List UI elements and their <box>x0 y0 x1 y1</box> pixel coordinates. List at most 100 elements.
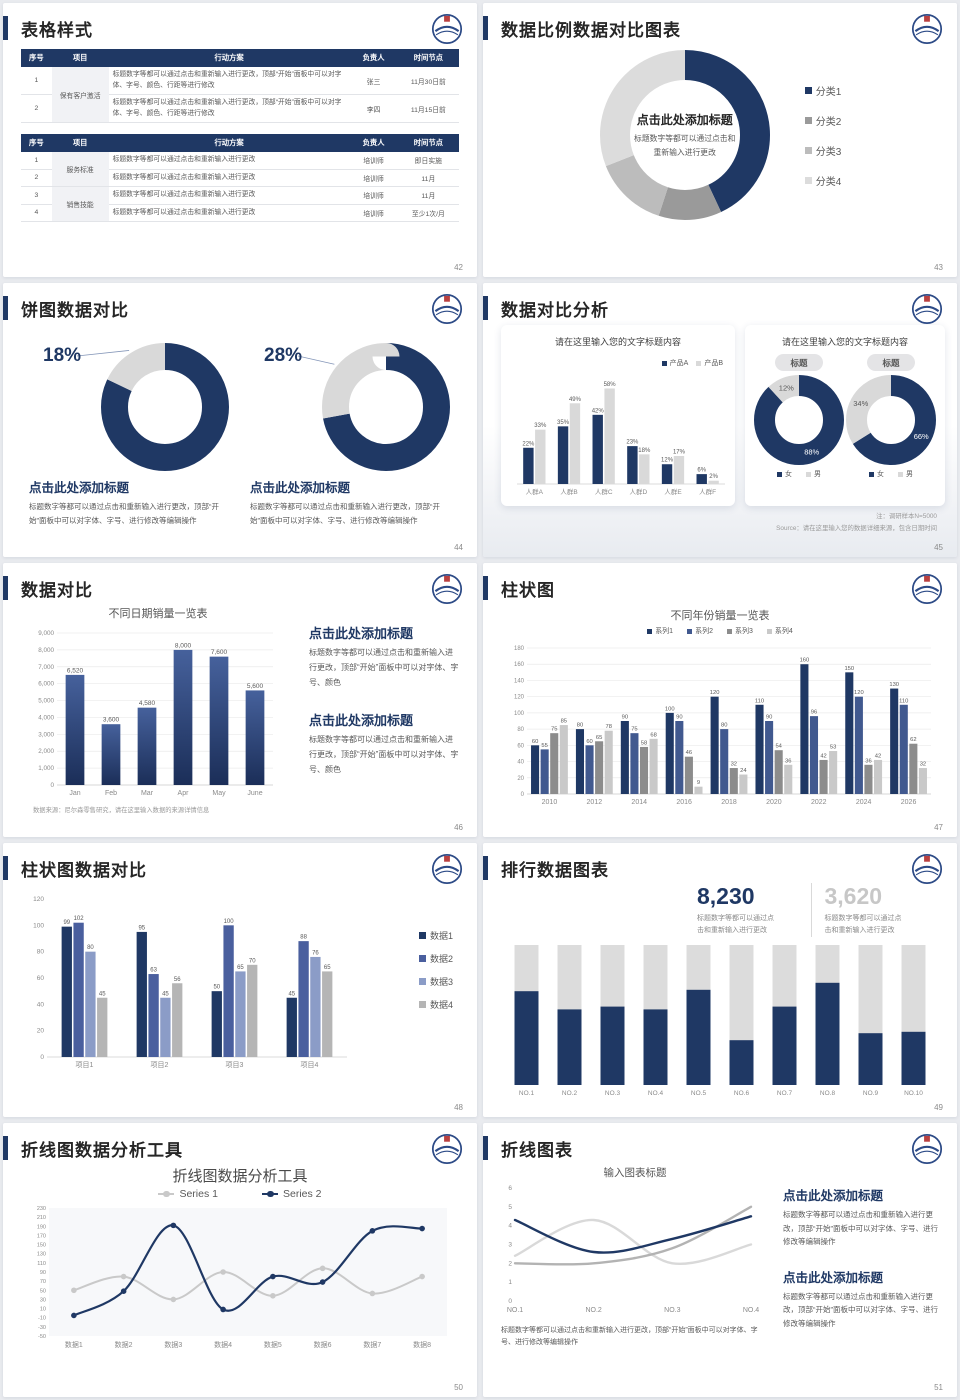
block-heading: 点击此处添加标题 <box>309 626 414 641</box>
svg-text:数据2: 数据2 <box>115 1340 133 1349</box>
svg-text:60: 60 <box>586 739 592 745</box>
svg-text:96: 96 <box>811 710 817 716</box>
org-logo <box>431 13 463 50</box>
svg-text:66%: 66% <box>914 432 929 441</box>
svg-text:数据5: 数据5 <box>264 1340 282 1349</box>
svg-text:75: 75 <box>551 727 557 733</box>
svg-text:33%: 33% <box>534 423 547 429</box>
svg-text:45: 45 <box>99 991 106 997</box>
svg-text:76: 76 <box>312 950 319 956</box>
grouped-bar-chart: 0 20 40 60 80 100 120 99 95 50 45 102 63 100 88 80 45 65 7… <box>21 885 353 1075</box>
chart-title: 不同日期销量一览表 <box>108 608 208 620</box>
slide-48[interactable]: 柱状图数据对比 0 20 40 60 80 100 120 99 95 50 45 102 63 100 8… <box>3 843 477 1117</box>
org-logo <box>911 853 943 890</box>
legend-swatch <box>418 955 426 962</box>
legend-label: 分类4 <box>815 176 842 188</box>
legend-swatch <box>766 628 772 634</box>
svg-text:80: 80 <box>577 723 583 729</box>
text-block: 点击此处添加标题 标题数字等都可以通过点击和重新输入进行更改，顶部“开始”面板中… <box>309 623 459 690</box>
svg-text:18%: 18% <box>638 448 651 454</box>
legend-label: 分类3 <box>815 146 842 158</box>
slide-49[interactable]: 排行数据图表 8,230 标题数字等都可以通过点 击和重新输入进行更改 3,62… <box>483 843 957 1117</box>
svg-text:62: 62 <box>910 737 916 743</box>
page-number: 49 <box>934 1103 943 1112</box>
data-source-note: 数据来源：尼尔森零售研究，请在这里输入数据的来源详情信息 <box>33 807 210 814</box>
legend-item: Series 1 <box>158 1188 218 1200</box>
legend-swatch <box>777 471 782 477</box>
slide-47[interactable]: 柱状图 不同年份销量一览表 系列1 系列2 系列3 系列4 0 20 40 60 80 100 1… <box>483 563 957 837</box>
page-number: 47 <box>934 823 943 832</box>
legend-label: 男 <box>814 471 821 478</box>
svg-text:210: 210 <box>37 1215 46 1221</box>
svg-text:99: 99 <box>63 920 70 926</box>
legend-label: 女 <box>785 471 792 478</box>
svg-text:17%: 17% <box>673 450 686 456</box>
slide-46[interactable]: 数据对比 不同日期销量一览表 0 1,000 2,000 3,000 4,000 5,00… <box>3 563 477 837</box>
svg-text:100: 100 <box>665 706 675 712</box>
svg-text:80: 80 <box>37 949 45 956</box>
block-body: 标题数字等都可以通过点击和重新输入进行更改，顶部“开始”面板中可以对字体、字号、… <box>309 735 459 774</box>
svg-text:100: 100 <box>224 919 235 925</box>
legend-label: 产品B <box>704 360 723 367</box>
svg-text:1,000: 1,000 <box>38 765 54 772</box>
block-body: 标题数字等都可以通过点击和重新输入进行更改，顶部“开始”面板中可以对字体、字号、… <box>783 1291 938 1328</box>
legend-item: 分类3 <box>804 143 842 158</box>
table-row: 3 销售技能 标题数字等都可以通过点击和重新输入进行更改 培训师 11月 <box>21 186 459 223</box>
svg-text:60: 60 <box>37 975 45 982</box>
block-body: 标题数字等都可以通过点击和重新输入进行更改，顶部“开始”面板中可以对字体、字号、… <box>250 502 440 525</box>
svg-text:23%: 23% <box>626 440 639 446</box>
svg-text:20: 20 <box>517 776 524 782</box>
legend-item: 系列4 <box>766 626 793 636</box>
org-logo <box>911 573 943 610</box>
svg-text:人群A: 人群A <box>526 487 544 496</box>
svg-text:项目1: 项目1 <box>76 1061 94 1069</box>
svg-text:60: 60 <box>517 743 524 749</box>
svg-text:53: 53 <box>830 745 836 751</box>
svg-text:65: 65 <box>596 735 602 741</box>
svg-text:130: 130 <box>889 682 899 688</box>
org-logo <box>431 853 463 890</box>
title-accent-bar <box>483 296 488 320</box>
svg-text:项目4: 项目4 <box>301 1061 319 1069</box>
legend-label: 产品A <box>669 360 689 367</box>
gender-donut-right: 标题 66% 34% 女男 <box>845 354 937 479</box>
legend-item: 数据3 <box>418 975 453 988</box>
svg-text:NO.1: NO.1 <box>507 1307 523 1314</box>
legend-swatch <box>806 471 811 477</box>
legend-swatch <box>804 116 812 124</box>
grouped-bar-chart: 22% 35% 42% 23% 12% 6% 33% 49% 58% 18% 17% 2% 人群A 人群B… <box>509 348 727 500</box>
svg-text:4: 4 <box>508 1223 512 1230</box>
slide-44[interactable]: 饼图数据对比 18% 点击此处添加标题 标题数字等都可以通过点击和重新输入进行更… <box>3 283 477 557</box>
text-block: 点击此处添加标题 标题数字等都可以通过点击和重新输入进行更改，顶部“开始”面板中… <box>309 710 459 777</box>
slide-43[interactable]: 数据比例数据对比图表 点击此处添加标题 标题数字等都可以通过点击和 重新输入进行… <box>483 3 957 277</box>
svg-text:项目3: 项目3 <box>226 1061 244 1069</box>
table-row: 2 标题数字等都可以通过点击和重新输入进行更改，顶部“开始”面板中可以对字体、字… <box>21 94 459 124</box>
org-logo <box>431 1133 463 1170</box>
svg-text:Mar: Mar <box>141 790 154 797</box>
svg-text:5,600: 5,600 <box>247 683 264 690</box>
slide-42[interactable]: 表格样式 序号 项目 行动方案 负责人 时间节点 1 保有客户激活 标题数字等都… <box>3 3 477 277</box>
svg-text:6: 6 <box>508 1185 512 1192</box>
slide-45[interactable]: 数据对比分析 请在这里输入您的文字标题内容 22% 35% 42% 23% 12% 6% 3… <box>483 283 957 557</box>
bar-legend: 数据1 数据2 数据3 数据4 <box>418 929 453 1011</box>
svg-text:2010: 2010 <box>542 799 558 806</box>
svg-text:120: 120 <box>33 896 44 903</box>
title-accent-bar <box>3 16 8 40</box>
svg-text:170: 170 <box>37 1233 46 1239</box>
svg-text:150: 150 <box>37 1243 46 1249</box>
svg-text:8,000: 8,000 <box>38 647 54 654</box>
legend-swatch <box>647 628 653 634</box>
svg-text:110: 110 <box>755 698 764 704</box>
legend-item: 女 <box>869 469 884 479</box>
card-title: 请在这里输入您的文字标题内容 <box>781 337 908 347</box>
table-row: 2 标题数字等都可以通过点击和重新输入进行更改 培训师 11月 <box>21 169 459 188</box>
legend-line-marker <box>262 1190 278 1198</box>
legend-item: 分类1 <box>804 83 841 98</box>
legend-swatch <box>804 176 812 184</box>
svg-text:8,000: 8,000 <box>175 642 192 649</box>
legend-label: 数据3 <box>429 977 453 987</box>
slide-50[interactable]: 折线图数据分析工具 折线图数据分析工具 Series 1 Series 2 -50… <box>3 1123 477 1397</box>
slide-51[interactable]: 折线图表 输入图表标题 0 1 2 3 4 5 6 NO.1 NO.2 NO.3 NO.4 标题数字… <box>483 1123 957 1397</box>
svg-text:70: 70 <box>249 958 256 964</box>
legend-swatch <box>898 471 903 477</box>
